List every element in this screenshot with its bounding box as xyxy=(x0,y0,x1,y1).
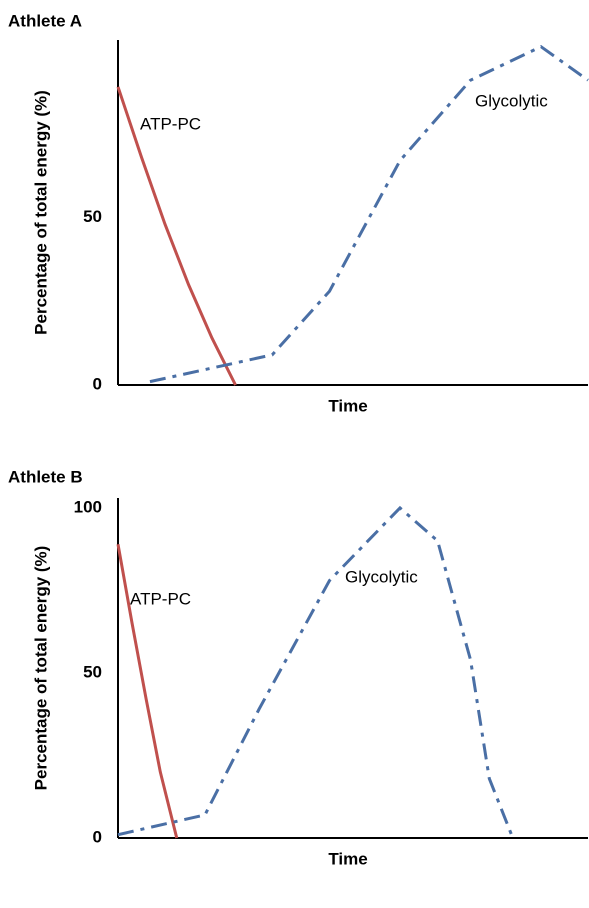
y-axis-label: Percentage of total energy (%) xyxy=(31,546,50,791)
y-tick-label: 100 xyxy=(74,497,102,516)
y-tick-label: 50 xyxy=(83,662,102,681)
x-axis-label: Time xyxy=(328,396,367,415)
chart-title: Athlete B xyxy=(8,467,83,486)
series-label: Glycolytic xyxy=(345,567,418,586)
series-line xyxy=(116,86,237,386)
series-label: ATP-PC xyxy=(130,589,191,608)
series-label: Glycolytic xyxy=(475,91,548,110)
series-line xyxy=(116,543,179,839)
y-tick-label: 0 xyxy=(93,827,102,846)
series-line xyxy=(149,44,589,384)
y-tick-label: 0 xyxy=(93,374,102,393)
series-label: ATP-PC xyxy=(140,114,201,133)
y-tick-label: 50 xyxy=(83,207,102,226)
chart-title: Athlete A xyxy=(8,11,82,30)
series-line xyxy=(117,505,515,839)
y-axis-label: Percentage of total energy (%) xyxy=(31,90,50,335)
x-axis-label: Time xyxy=(328,849,367,868)
